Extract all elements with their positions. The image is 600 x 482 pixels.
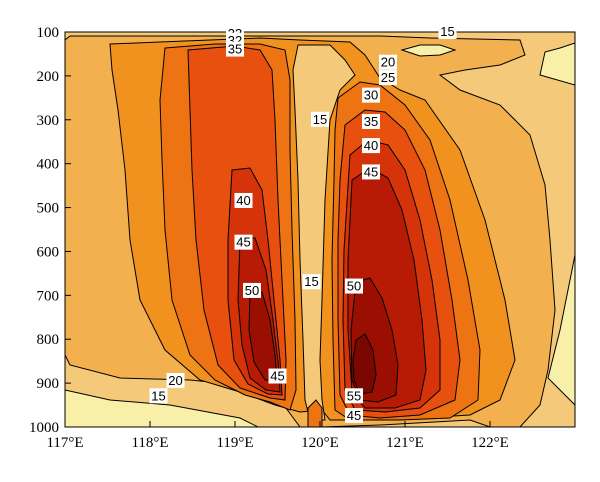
x-tick-label: 117°E xyxy=(46,435,83,451)
contour-label: 45 xyxy=(268,368,287,384)
contour-label: 35 xyxy=(226,41,244,57)
x-tick-label: 119°E xyxy=(216,435,253,451)
y-tick-label: 1000 xyxy=(29,420,59,436)
contour-label-text: 20 xyxy=(381,55,395,70)
contour-label-text: 45 xyxy=(270,369,284,384)
contour-label-bg xyxy=(438,24,457,39)
contour-label-bg xyxy=(311,111,329,127)
contour-label-bg xyxy=(362,87,380,103)
contour-label: 25 xyxy=(379,70,397,86)
band-top-right-small xyxy=(400,44,457,57)
contour-label: 15 xyxy=(149,388,168,404)
central-gap xyxy=(292,44,356,421)
contour-label-bg xyxy=(362,113,380,129)
contour-label: 35 xyxy=(362,113,380,129)
contour-label-text: 15 xyxy=(440,24,454,39)
y-tick-label: 700 xyxy=(37,288,60,304)
contour-label: 45 xyxy=(345,408,363,424)
contour-label: 50 xyxy=(345,278,363,294)
contour-label-text: 40 xyxy=(236,193,250,208)
plot-area xyxy=(65,32,575,427)
contour-label-bg xyxy=(149,388,168,404)
contour-label-text: 35 xyxy=(364,114,378,129)
contour-label: 30 xyxy=(362,87,380,103)
contour-label-text: 40 xyxy=(364,138,378,153)
y-tick-label: 300 xyxy=(37,113,60,129)
contour-label-text: 45 xyxy=(364,164,378,179)
contour-label: 50 xyxy=(243,282,261,298)
y-tick-label: 400 xyxy=(37,157,60,173)
y-tick-label: 600 xyxy=(37,244,60,260)
contour-label-bg xyxy=(379,54,397,70)
contour-label-text: 45 xyxy=(236,235,250,250)
contour-label-bg xyxy=(243,282,261,298)
contour-label: 40 xyxy=(362,138,380,154)
contour-label: 15 xyxy=(302,274,321,290)
x-tick-label: 121°E xyxy=(386,435,424,451)
contour-label-text: 20 xyxy=(168,373,182,388)
contour-label-bg xyxy=(234,234,253,250)
y-tick-label: 800 xyxy=(37,332,60,348)
contour-label-bg xyxy=(345,278,363,294)
y-tick-label: 100 xyxy=(37,25,60,41)
contour-label-text: 15 xyxy=(313,112,327,127)
contour-label: 15 xyxy=(311,111,329,127)
x-tick-label: 118°E xyxy=(131,435,168,451)
contour-label-text: 25 xyxy=(381,70,395,85)
contour-label-bg xyxy=(379,70,397,86)
contour-label-bg xyxy=(234,192,253,208)
contour-label-bg xyxy=(345,408,363,424)
contour-label-bg xyxy=(226,41,244,57)
contour-label-text: 45 xyxy=(347,408,361,423)
x-tick-label: 120°E xyxy=(301,435,339,451)
contour-label-bg xyxy=(362,138,380,154)
contour-label-bg xyxy=(345,388,363,404)
band-55-right xyxy=(352,333,377,395)
contour-labels: 1533323520253015354045404515505045201555… xyxy=(149,24,457,424)
band-bottom-center xyxy=(307,399,323,427)
x-tick-label: 122°E xyxy=(471,435,509,451)
contour-label-text: 50 xyxy=(347,279,361,294)
contour-label-bg xyxy=(166,372,185,388)
contour-label: 20 xyxy=(379,54,397,70)
contour-label-text: 30 xyxy=(364,88,378,103)
contour-label-text: 35 xyxy=(228,42,242,57)
contour-label: 40 xyxy=(234,192,253,208)
y-tick-label: 900 xyxy=(37,376,60,392)
contour-label-bg xyxy=(302,274,321,290)
contour-label: 15 xyxy=(438,24,457,39)
contour-label-text: 15 xyxy=(304,274,318,289)
contour-label: 20 xyxy=(166,372,185,388)
contour-label-text: 15 xyxy=(151,388,165,403)
contour-label: 45 xyxy=(234,234,253,250)
y-tick-label: 200 xyxy=(37,69,60,85)
contour-label: 45 xyxy=(362,164,380,180)
contour-label-text: 50 xyxy=(245,283,259,298)
y-tick-label: 500 xyxy=(37,201,60,217)
axes: 117°E 118°E 119°E 120°E 121°E 122°E 100 200 300 4… xyxy=(29,25,509,451)
contour-label-text: 55 xyxy=(347,388,361,403)
contour-label-bg xyxy=(268,368,287,384)
contour-label: 55 xyxy=(345,388,363,404)
contour-label-bg xyxy=(362,164,380,180)
